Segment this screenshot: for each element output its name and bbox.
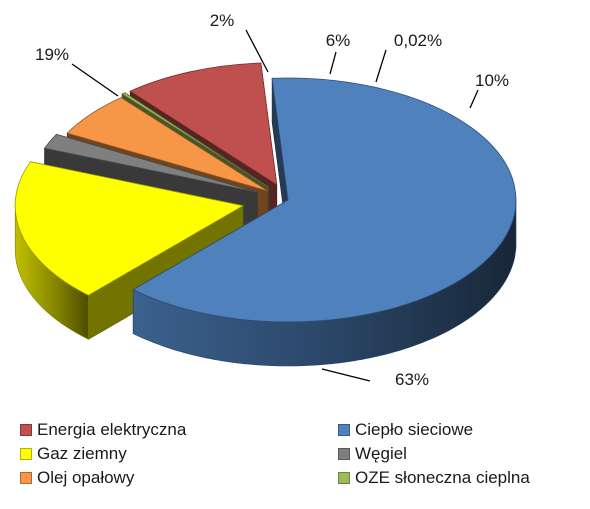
- legend-item-cieplo-sieciowe: Ciepło sieciowe: [338, 418, 473, 442]
- data-label-olej-opalowy: 6%: [326, 31, 351, 50]
- legend-label: Energia elektryczna: [37, 420, 187, 439]
- legend-swatch: [20, 448, 32, 460]
- data-label-oze-sloneczna-cieplna: 0,02%: [394, 31, 442, 50]
- leader-line-wegiel: [245, 29, 269, 73]
- leader-line-oze-sloneczna-cieplna: [375, 49, 387, 83]
- pie-slice-oze-sloneczna-cieplna: [121, 92, 270, 188]
- pie-chart: 63% 19% 2% 6% 0,02% 10%: [14, 11, 517, 389]
- legend-swatch: [20, 424, 32, 436]
- legend-label: Gaz ziemny: [37, 444, 127, 463]
- data-labels: 63% 19% 2% 6% 0,02% 10%: [35, 11, 509, 389]
- pie-slice-gaz-ziemny: [14, 161, 245, 296]
- data-label-cieplo-sieciowe: 63%: [395, 370, 429, 389]
- leader-line-cieplo-sieciowe: [321, 368, 371, 382]
- leader-line-olej-opalowy: [329, 51, 337, 75]
- pie-tops: [14, 62, 517, 323]
- legend-swatch: [20, 472, 32, 484]
- data-label-wegiel: 2%: [210, 11, 235, 30]
- legend-item-energia-elektryczna: Energia elektryczna: [20, 418, 186, 442]
- pie-slice-olej-opalowy: [66, 97, 269, 192]
- legend-label: Ciepło sieciowe: [355, 420, 474, 439]
- legend-label: OZE słoneczna cieplna: [355, 468, 530, 487]
- leader-line-energia-elektryczna: [469, 89, 479, 109]
- legend-label: Olej opałowy: [37, 468, 135, 487]
- legend-item-gaz-ziemny: Gaz ziemny: [20, 442, 127, 466]
- data-label-energia-elektryczna: 10%: [475, 71, 509, 90]
- legend-item-wegiel: Węgiel: [338, 442, 407, 466]
- pie-slice-cieplo-sieciowe: [132, 77, 517, 323]
- pie-slice-wegiel: [43, 133, 258, 193]
- pie-slice-energia-elektryczna: [129, 62, 278, 186]
- legend-item-oze-sloneczna-cieplna: OZE słoneczna cieplna: [338, 466, 530, 490]
- legend-item-olej-opalowy: Olej opałowy: [20, 466, 134, 490]
- leader-line-gaz-ziemny: [71, 63, 119, 97]
- data-label-gaz-ziemny: 19%: [35, 45, 69, 64]
- chart-legend: Energia elektryczna Ciepło sieciowe Gaz zi…: [0, 418, 590, 498]
- pie-chart-svg: 63% 19% 2% 6% 0,02% 10%: [14, 11, 517, 389]
- legend-swatch: [338, 424, 350, 436]
- legend-swatch: [338, 472, 350, 484]
- legend-label: Węgiel: [355, 444, 407, 463]
- legend-swatch: [338, 448, 350, 460]
